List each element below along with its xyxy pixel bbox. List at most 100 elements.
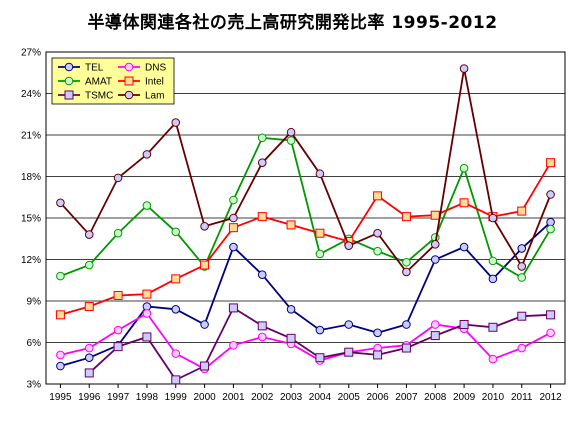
data-point-lam bbox=[315, 169, 325, 179]
x-tick-label: 2000 bbox=[193, 392, 216, 403]
data-point-intel bbox=[315, 228, 325, 238]
y-tick-label: 9% bbox=[27, 297, 42, 308]
data-point-amat bbox=[113, 228, 123, 238]
data-point-intel bbox=[401, 212, 411, 222]
legend-marker-tel bbox=[64, 62, 74, 72]
data-point-dns bbox=[56, 350, 65, 360]
data-point-tsmc bbox=[373, 350, 383, 360]
data-point-lam bbox=[546, 190, 555, 199]
data-point-amat bbox=[488, 256, 498, 266]
data-point-tsmc bbox=[315, 353, 325, 363]
x-tick-label: 2007 bbox=[395, 392, 418, 403]
legend-marker-dns bbox=[124, 62, 134, 72]
data-point-amat bbox=[56, 271, 65, 281]
data-point-tsmc bbox=[228, 303, 238, 313]
data-point-tel bbox=[200, 320, 209, 329]
data-point-intel bbox=[142, 289, 152, 299]
data-point-intel bbox=[257, 212, 267, 222]
data-point-tsmc bbox=[401, 343, 411, 353]
data-point-lam bbox=[402, 267, 411, 277]
data-point-dns bbox=[257, 332, 267, 342]
data-point-lam bbox=[84, 230, 94, 239]
data-point-dns bbox=[142, 309, 152, 318]
y-tick-label: 12% bbox=[21, 255, 41, 266]
data-point-intel bbox=[55, 310, 65, 320]
data-point-amat bbox=[171, 227, 181, 237]
x-tick-label: 2003 bbox=[280, 392, 303, 403]
series-line-tsmc bbox=[88, 306, 551, 382]
data-point-tsmc bbox=[488, 322, 498, 332]
y-tick-label: 18% bbox=[21, 172, 41, 183]
legend-marker-tsmc bbox=[64, 90, 74, 100]
data-point-lam bbox=[171, 118, 181, 127]
data-point-lam bbox=[229, 213, 238, 223]
data-point-dns bbox=[171, 349, 181, 358]
x-tick-label: 2010 bbox=[482, 392, 505, 403]
x-axis: 1995 1996 1997 1998 1999 2000 2001 2002 2003 2004… bbox=[49, 384, 562, 403]
legend-label-dns: DNS bbox=[145, 63, 166, 74]
data-point-amat bbox=[517, 273, 527, 282]
x-tick-label: 1997 bbox=[107, 392, 130, 403]
x-tick-label: 1995 bbox=[49, 392, 72, 403]
data-point-amat bbox=[373, 246, 382, 256]
data-point-lam bbox=[373, 228, 382, 238]
data-point-tsmc bbox=[286, 333, 296, 343]
y-tick-label: 3% bbox=[27, 380, 42, 391]
data-point-lam bbox=[344, 241, 354, 250]
data-point-tel bbox=[373, 328, 382, 338]
x-tick-label: 2006 bbox=[366, 392, 389, 403]
data-point-amat bbox=[142, 201, 152, 210]
series-tsmc bbox=[84, 303, 556, 385]
series-line-tel bbox=[60, 221, 552, 367]
legend-label-tel: TEL bbox=[85, 63, 104, 74]
data-point-intel bbox=[171, 274, 181, 284]
data-point-intel bbox=[517, 206, 527, 216]
data-point-tel bbox=[171, 305, 181, 314]
legend-label-lam: Lam bbox=[145, 91, 164, 102]
data-point-tsmc bbox=[257, 321, 267, 331]
legend-marker-amat bbox=[64, 76, 74, 86]
x-tick-label: 2011 bbox=[511, 392, 533, 403]
data-point-lam bbox=[257, 158, 267, 167]
series-amat bbox=[56, 133, 555, 282]
data-point-tel bbox=[402, 320, 411, 329]
data-point-tsmc bbox=[142, 332, 152, 342]
x-tick-label: 2005 bbox=[338, 392, 361, 403]
data-point-amat bbox=[286, 136, 296, 145]
data-point-dns bbox=[113, 325, 123, 335]
data-point-intel bbox=[84, 302, 94, 312]
y-tick-label: 24% bbox=[21, 89, 41, 100]
data-point-intel bbox=[430, 210, 440, 220]
data-point-tel bbox=[459, 242, 469, 252]
x-tick-label: 1999 bbox=[165, 392, 188, 403]
data-point-intel bbox=[546, 158, 556, 168]
data-point-amat bbox=[84, 260, 94, 270]
data-point-dns bbox=[546, 328, 555, 338]
series-line-dns bbox=[60, 312, 552, 370]
data-point-dns bbox=[430, 320, 440, 329]
data-point-tel bbox=[344, 320, 354, 329]
legend-label-amat: AMAT bbox=[85, 77, 112, 88]
data-point-tel bbox=[286, 305, 296, 314]
x-tick-label: 2008 bbox=[424, 392, 447, 403]
data-point-tsmc bbox=[171, 375, 181, 385]
legend-marker-intel bbox=[124, 76, 134, 86]
data-point-lam bbox=[200, 222, 209, 231]
series-line-intel bbox=[60, 162, 552, 316]
data-point-lam bbox=[488, 213, 498, 223]
data-point-tel bbox=[430, 255, 440, 264]
data-point-lam bbox=[459, 64, 469, 73]
data-point-intel bbox=[113, 290, 123, 300]
data-point-tsmc bbox=[546, 310, 556, 320]
data-point-intel bbox=[459, 198, 469, 208]
data-point-amat bbox=[402, 257, 411, 267]
data-point-tsmc bbox=[113, 342, 123, 352]
x-tick-label: 2009 bbox=[453, 392, 476, 403]
data-point-amat bbox=[459, 163, 469, 173]
data-point-dns bbox=[488, 354, 498, 364]
x-tick-label: 2002 bbox=[251, 392, 274, 403]
data-point-tel bbox=[315, 325, 325, 335]
data-point-lam bbox=[430, 239, 440, 249]
plot-area bbox=[45, 51, 566, 385]
